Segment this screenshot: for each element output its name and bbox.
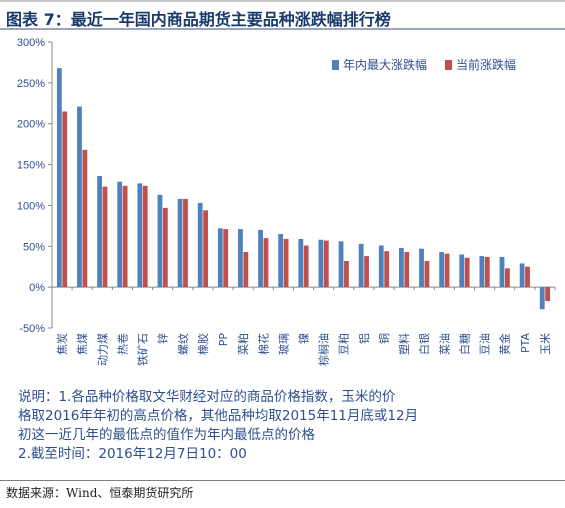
y-tick-label: 150% <box>17 160 45 172</box>
bar <box>484 256 490 288</box>
bar <box>62 111 68 288</box>
bar <box>177 198 183 288</box>
bar <box>439 252 445 288</box>
legend-label: 年内最大涨跌幅 <box>343 57 427 72</box>
bar <box>283 238 289 288</box>
y-tick-label: 300% <box>17 37 45 49</box>
bar <box>338 241 344 288</box>
x-tick-label: 豆油 <box>478 333 492 355</box>
bar <box>203 210 208 288</box>
x-tick-label: 橡胶 <box>196 333 210 355</box>
x-tick-label: 塑料 <box>397 333 411 355</box>
bar <box>243 252 249 288</box>
bar <box>464 257 470 288</box>
x-tick-label: 镍 <box>297 333 311 344</box>
x-tick-label: 玻璃 <box>276 333 290 355</box>
bar <box>364 256 369 288</box>
bar <box>545 287 551 302</box>
x-tick-label: 螺纹 <box>176 333 190 355</box>
bar <box>117 181 123 288</box>
bar <box>505 268 510 288</box>
bar <box>238 229 243 288</box>
bar <box>424 260 430 288</box>
x-tick-label: 铜 <box>377 333 391 344</box>
x-tick-label: 铝 <box>357 333 371 344</box>
x-tick-label: 菜油 <box>437 333 451 355</box>
x-tick-label: 豆粕 <box>337 333 351 355</box>
bar <box>258 229 263 288</box>
x-tick-label: 玉米 <box>539 333 552 355</box>
y-tick-label: 50% <box>23 241 45 253</box>
x-tick-label: 热卷 <box>115 333 129 355</box>
x-tick-label: 锌 <box>156 333 170 344</box>
bar <box>444 253 450 288</box>
bar <box>344 260 349 288</box>
bar <box>263 238 269 288</box>
y-tick-label: 250% <box>17 78 45 90</box>
bar <box>102 186 108 288</box>
note-line: 初这一近几年的最低点的值作为年内最低点的价格 <box>18 427 315 443</box>
legend-label: 当前涨跌幅 <box>456 57 516 72</box>
notes: 说明：1.各品种价格取文华财经对应的商品价格指数，玉米的价 格取2016年年初的… <box>18 388 558 464</box>
x-tick-label: 棉花 <box>256 333 270 355</box>
bar <box>318 239 324 288</box>
bar <box>97 176 102 288</box>
x-tick-label: 铁矿石 <box>137 333 150 366</box>
bar <box>162 207 168 288</box>
bar <box>499 256 505 288</box>
x-tick-label: 焦煤 <box>76 333 89 355</box>
x-tick-label: 白银 <box>417 333 431 355</box>
title-bar: 图表 7：最近一年国内商品期货主要品种涨跌幅排行榜 <box>0 0 565 30</box>
x-tick-label: 动力煤 <box>96 333 109 366</box>
bar <box>197 202 203 288</box>
bar <box>323 240 329 288</box>
bar <box>378 245 384 288</box>
bar <box>137 183 143 288</box>
y-tick-label: 100% <box>17 200 45 212</box>
bar-chart: -50% 0% 50% 100% 150% 200% 250% 300% 焦炭 焦煤 动力煤 热卷 铁矿… <box>17 37 556 366</box>
x-tick-label: 焦炭 <box>56 333 69 355</box>
x-tick-label: 黄金 <box>498 333 512 355</box>
bar <box>56 68 62 288</box>
bar <box>217 228 223 288</box>
note-line: 说明：1.各品种价格取文华财经对应的商品价格指数，玉米的价 <box>18 389 396 405</box>
y-tick-label: 200% <box>17 119 45 131</box>
legend-swatch <box>445 60 452 70</box>
bar <box>479 256 485 288</box>
bar <box>399 247 404 288</box>
bar <box>384 251 390 288</box>
bar <box>459 254 465 288</box>
bar <box>298 238 304 288</box>
bar <box>223 229 229 288</box>
x-tick-label: 白糖 <box>457 333 471 355</box>
bar <box>157 194 163 288</box>
bar <box>404 252 410 288</box>
bar <box>122 185 128 288</box>
x-tick-label: PTA <box>519 333 532 353</box>
note-line: 格取2016年年初的高点价格，其他品种均取2015年11月底或12月 <box>18 408 419 424</box>
bar <box>303 245 309 288</box>
y-tick-label: -50% <box>19 323 45 335</box>
bar <box>539 287 545 310</box>
bar <box>82 149 88 288</box>
divider <box>0 480 565 481</box>
y-tick-label: 0% <box>29 282 45 294</box>
bar <box>519 263 525 288</box>
note-line: 2.截至时间：2016年12月7日10：00 <box>18 446 247 462</box>
bar <box>358 243 364 288</box>
bar <box>525 266 530 288</box>
x-tick-label: 棕榈油 <box>317 333 331 366</box>
chart-title: 图表 7：最近一年国内商品期货主要品种涨跌幅排行榜 <box>6 10 391 29</box>
bar <box>77 106 82 288</box>
x-tick-label: 菜粕 <box>236 333 250 355</box>
source-note: 数据来源：Wind、恒泰期货研究所 <box>6 486 194 500</box>
bar <box>183 198 188 288</box>
bar <box>419 248 424 288</box>
bar <box>278 234 284 288</box>
x-tick-label: PP <box>217 333 230 347</box>
legend-swatch <box>332 60 339 70</box>
bar <box>142 185 148 288</box>
